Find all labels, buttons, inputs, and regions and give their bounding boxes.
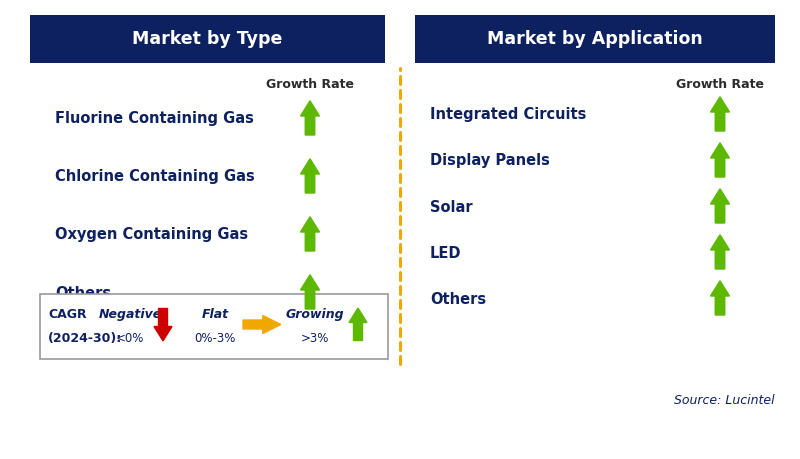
Text: Others: Others: [430, 291, 486, 307]
FancyBboxPatch shape: [30, 15, 385, 63]
FancyBboxPatch shape: [415, 15, 775, 63]
Polygon shape: [301, 275, 319, 309]
FancyBboxPatch shape: [40, 294, 388, 359]
Text: Growing: Growing: [286, 308, 344, 321]
Text: Fluorine Containing Gas: Fluorine Containing Gas: [55, 112, 254, 127]
Text: Solar: Solar: [430, 200, 473, 214]
Text: Source: Lucintel: Source: Lucintel: [674, 394, 775, 408]
Text: Display Panels: Display Panels: [430, 153, 550, 168]
Text: Market by Type: Market by Type: [132, 30, 282, 48]
Polygon shape: [243, 315, 281, 334]
Polygon shape: [710, 189, 730, 223]
Text: Growth Rate: Growth Rate: [676, 78, 764, 91]
Polygon shape: [710, 235, 730, 269]
Polygon shape: [349, 308, 367, 341]
Text: (2024-30):: (2024-30):: [48, 332, 122, 345]
Text: Oxygen Containing Gas: Oxygen Containing Gas: [55, 228, 248, 242]
Text: Others: Others: [55, 285, 111, 301]
Polygon shape: [710, 97, 730, 131]
Text: Negative: Negative: [98, 308, 162, 321]
Text: >3%: >3%: [301, 332, 329, 345]
Text: 0%-3%: 0%-3%: [194, 332, 236, 345]
Polygon shape: [301, 159, 319, 193]
Text: <0%: <0%: [116, 332, 144, 345]
Polygon shape: [710, 143, 730, 177]
Text: CAGR: CAGR: [48, 308, 86, 321]
Text: Chlorine Containing Gas: Chlorine Containing Gas: [55, 169, 254, 185]
Text: Integrated Circuits: Integrated Circuits: [430, 107, 586, 123]
Polygon shape: [301, 217, 319, 251]
Polygon shape: [710, 281, 730, 315]
Polygon shape: [301, 101, 319, 135]
Text: LED: LED: [430, 246, 462, 261]
Polygon shape: [154, 308, 172, 341]
Text: Flat: Flat: [202, 308, 229, 321]
Text: Market by Application: Market by Application: [487, 30, 703, 48]
Text: Growth Rate: Growth Rate: [266, 78, 354, 91]
